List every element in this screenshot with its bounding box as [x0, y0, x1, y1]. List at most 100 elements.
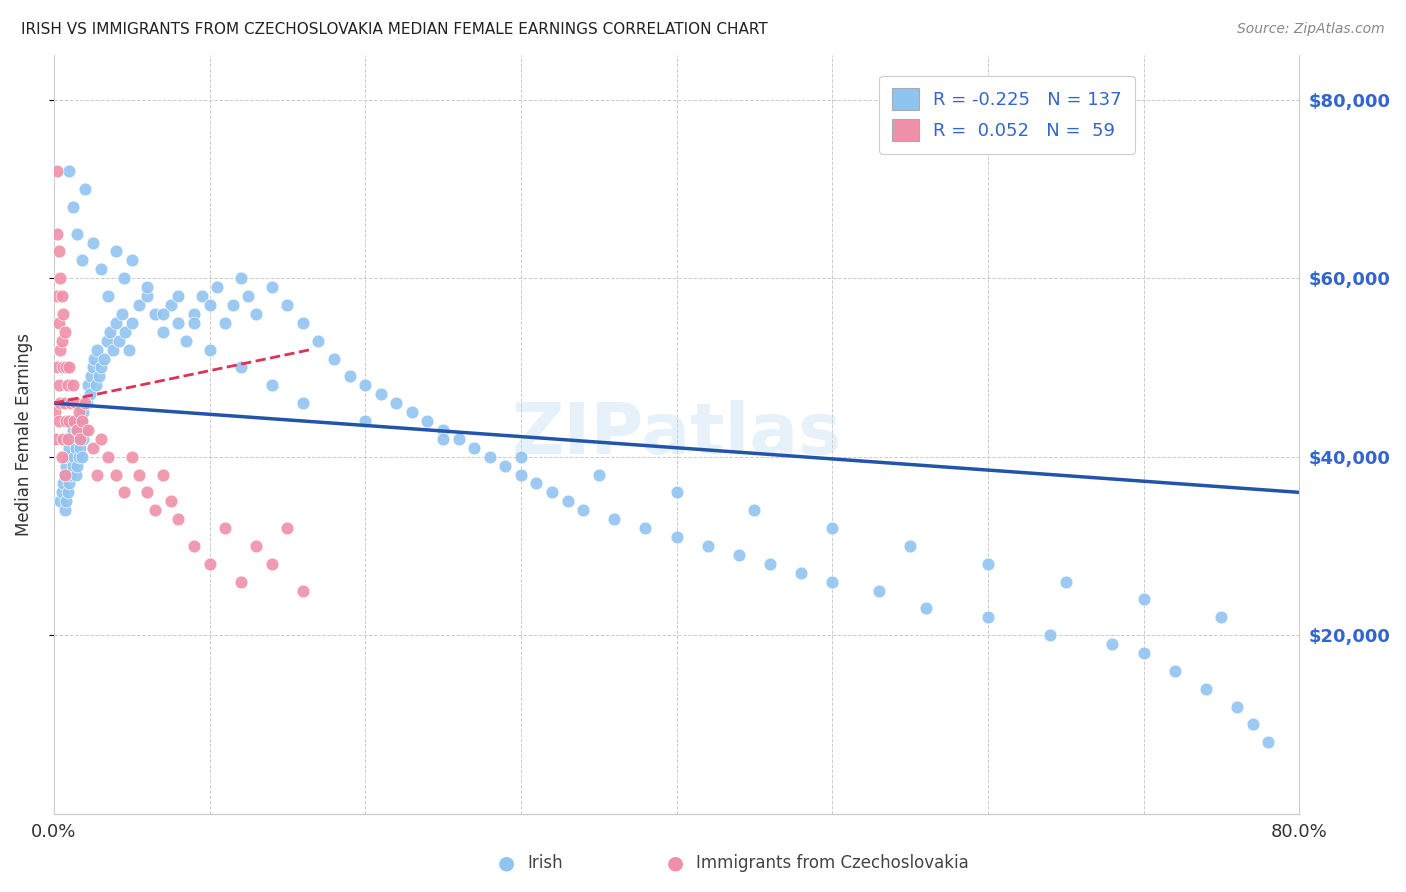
Text: IRISH VS IMMIGRANTS FROM CZECHOSLOVAKIA MEDIAN FEMALE EARNINGS CORRELATION CHART: IRISH VS IMMIGRANTS FROM CZECHOSLOVAKIA …: [21, 22, 768, 37]
Point: [229, 360, 252, 375]
Point: [56, 485, 79, 500]
Point: [76, 396, 98, 410]
Point: [105, 244, 128, 259]
Point: [759, 557, 782, 571]
Point: [159, 494, 181, 508]
Point: [114, 325, 136, 339]
Point: [66, 227, 89, 241]
Point: [128, 467, 150, 482]
Point: [665, 485, 688, 500]
Point: [1132, 592, 1154, 607]
Point: [49, 494, 72, 508]
Point: [1226, 699, 1249, 714]
Point: [136, 485, 159, 500]
Point: [494, 458, 516, 473]
Point: [65, 396, 87, 410]
Point: [463, 441, 485, 455]
Point: [49, 396, 72, 410]
Point: [49, 271, 72, 285]
Text: ●: ●: [498, 854, 515, 872]
Point: [1211, 610, 1233, 624]
Point: [291, 396, 314, 410]
Point: [260, 280, 283, 294]
Point: [214, 521, 236, 535]
Point: [112, 271, 135, 285]
Point: [121, 316, 143, 330]
Point: [93, 351, 115, 366]
Point: [46, 289, 69, 303]
Point: [198, 298, 221, 312]
Point: [90, 360, 112, 375]
Point: [52, 432, 75, 446]
Point: [696, 539, 718, 553]
Point: [63, 414, 86, 428]
Point: [51, 450, 73, 464]
Point: [143, 503, 166, 517]
Point: [86, 343, 108, 357]
Point: [198, 343, 221, 357]
Point: [136, 289, 159, 303]
Point: [44, 432, 66, 446]
Point: [66, 458, 89, 473]
Point: [67, 432, 90, 446]
Point: [276, 298, 298, 312]
Point: [53, 467, 76, 482]
Point: [69, 441, 91, 455]
Point: [44, 405, 66, 419]
Point: [97, 450, 120, 464]
Point: [87, 369, 110, 384]
Point: [354, 414, 377, 428]
Point: [48, 316, 70, 330]
Point: [557, 494, 579, 508]
Point: [53, 467, 76, 482]
Point: [1132, 646, 1154, 660]
Point: [183, 307, 205, 321]
Point: [276, 521, 298, 535]
Point: [56, 450, 79, 464]
Point: [727, 548, 749, 562]
Point: [65, 441, 87, 455]
Point: [401, 405, 423, 419]
Point: [588, 467, 610, 482]
Point: [117, 343, 139, 357]
Point: [58, 360, 80, 375]
Point: [229, 574, 252, 589]
Point: [260, 378, 283, 392]
Point: [509, 450, 531, 464]
Point: [370, 387, 392, 401]
Text: ●: ●: [666, 854, 683, 872]
Point: [73, 396, 96, 410]
Point: [432, 432, 454, 446]
Point: [46, 164, 69, 178]
Point: [77, 423, 100, 437]
Point: [55, 360, 77, 375]
Point: [55, 494, 77, 508]
Point: [72, 405, 94, 419]
Point: [665, 530, 688, 544]
Point: [59, 467, 82, 482]
Point: [821, 574, 844, 589]
Point: [53, 396, 76, 410]
Point: [152, 467, 174, 482]
Point: [66, 423, 89, 437]
Y-axis label: Median Female Earnings: Median Female Earnings: [15, 333, 32, 536]
Point: [385, 396, 408, 410]
Point: [238, 289, 260, 303]
Text: Immigrants from Czechoslovakia: Immigrants from Czechoslovakia: [696, 855, 969, 872]
Text: Source: ZipAtlas.com: Source: ZipAtlas.com: [1237, 22, 1385, 37]
Point: [105, 467, 128, 482]
Point: [82, 441, 104, 455]
Point: [84, 378, 107, 392]
Point: [67, 450, 90, 464]
Point: [167, 289, 190, 303]
Point: [323, 351, 346, 366]
Point: [53, 503, 76, 517]
Point: [198, 557, 221, 571]
Point: [58, 476, 80, 491]
Point: [167, 316, 190, 330]
Point: [69, 423, 91, 437]
Point: [112, 485, 135, 500]
Point: [603, 512, 626, 526]
Point: [821, 521, 844, 535]
Point: [174, 334, 197, 348]
